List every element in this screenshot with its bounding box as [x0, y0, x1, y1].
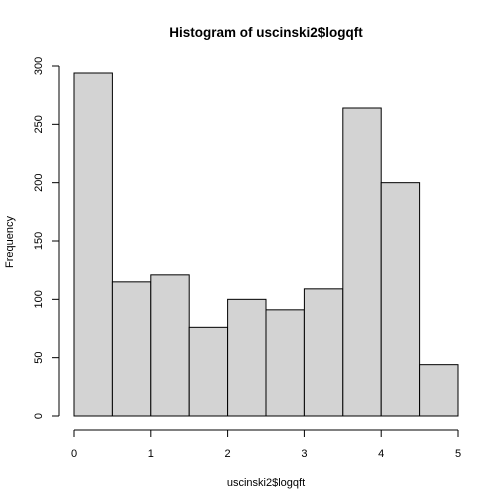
- y-tick-label-50: 50: [33, 352, 45, 364]
- histogram-bar-0: [73, 72, 113, 417]
- x-tick-label-2: 2: [225, 448, 231, 460]
- y-tick-label-100: 100: [33, 290, 45, 308]
- histogram-bar-9: [419, 364, 459, 417]
- x-tick-label-1: 1: [148, 448, 154, 460]
- y-tick-label-300: 300: [33, 57, 45, 75]
- y-tick-label-200: 200: [33, 173, 45, 191]
- y-tick-label-150: 150: [33, 232, 45, 250]
- histogram-bar-5: [265, 309, 305, 417]
- x-tick-label-3: 3: [301, 448, 307, 460]
- histogram-bar-6: [303, 288, 344, 417]
- y-axis: 0 50 100 150 200 250 300: [33, 57, 60, 419]
- x-tick-label-0: 0: [71, 448, 77, 460]
- histogram-bar-8: [380, 182, 421, 417]
- y-axis-label: Frequency: [4, 216, 16, 268]
- chart-title: Histogram of uscinski2$logqft: [169, 25, 363, 40]
- histogram-bar-7: [342, 107, 382, 417]
- x-tick-label-4: 4: [378, 448, 384, 460]
- x-axis-label: uscinski2$logqft: [227, 477, 305, 489]
- x-axis: 0 1 2 3 4 5: [71, 429, 461, 460]
- y-tick-label-250: 250: [33, 115, 45, 133]
- histogram-bar-2: [150, 274, 190, 417]
- bars-group: [73, 72, 459, 417]
- x-tick-label-5: 5: [455, 448, 461, 460]
- histogram-bar-3: [188, 326, 229, 417]
- y-tick-label-0: 0: [33, 413, 45, 419]
- histogram-bar-4: [227, 298, 267, 417]
- histogram-bar-1: [111, 281, 152, 417]
